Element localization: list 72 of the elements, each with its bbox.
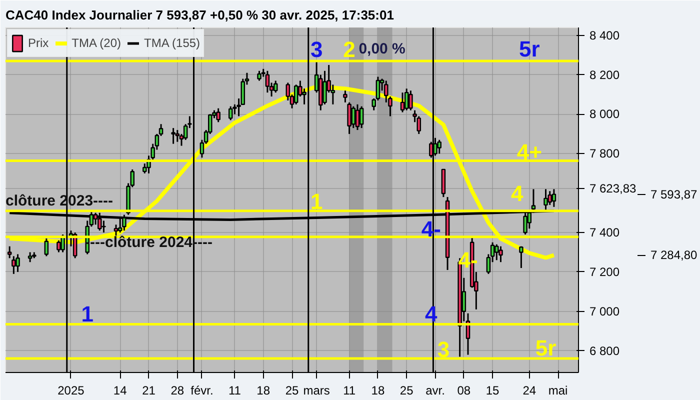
chart-title: CAC40 Index Journalier 7 593,87 +0,50 % 30 avr. 2025, 17:35:01	[6, 8, 394, 22]
x-tick-label: 18	[371, 384, 385, 398]
candlestick	[175, 129, 180, 143]
candlestick	[28, 251, 32, 263]
x-tick-label: 15	[486, 384, 500, 398]
legend-label: TMA (155)	[144, 36, 200, 50]
y-tick-label: 7 000	[590, 304, 620, 318]
candlestick	[400, 92, 405, 114]
candlestick	[359, 106, 364, 129]
y-tick-label: 6 800	[590, 344, 620, 358]
x-tick-label: 11	[228, 384, 242, 398]
annotation: 1	[310, 188, 323, 214]
candlestick	[494, 244, 499, 261]
x-tick-label: févr.	[190, 384, 214, 398]
annotation: 5r	[535, 335, 557, 360]
x-tick-label: 28	[170, 384, 184, 398]
x-tick-label: 25	[285, 384, 299, 398]
candlestick	[16, 253, 20, 273]
x-tick-label: 14	[113, 384, 128, 398]
candlestick	[347, 102, 352, 135]
candlestick	[552, 188, 556, 208]
annotation: 3	[437, 336, 450, 362]
candlestick	[265, 70, 270, 94]
annotation: 5r	[518, 36, 540, 62]
candlestick	[544, 188, 548, 212]
candlestick	[355, 104, 360, 131]
candlestick	[437, 139, 442, 154]
x-tick-label: 08	[457, 384, 471, 398]
y-tick-label: 8 000	[590, 107, 620, 122]
candlestick	[257, 70, 262, 82]
candlestick	[498, 246, 503, 263]
legend-label: TMA (20)	[72, 36, 122, 50]
y-tick-label: 7 623,83	[590, 181, 637, 196]
x-tick-label: mai	[548, 384, 568, 398]
x-tick-label: 21	[142, 384, 156, 398]
y-tick-label: 7 200	[590, 264, 620, 279]
candlestick	[519, 246, 524, 269]
candlestick	[228, 106, 233, 121]
candlestick	[56, 240, 61, 253]
candlestick	[216, 108, 220, 123]
x-tick-label: 25	[400, 384, 414, 398]
x-tick-label: avr.	[426, 384, 445, 398]
candlestick	[351, 106, 356, 129]
candlestick	[548, 190, 552, 206]
annotation: 1	[81, 301, 94, 326]
candlestick	[7, 246, 12, 259]
annotation: 4+	[516, 140, 542, 165]
x-tick-label: 11	[343, 384, 356, 398]
annotation: 0,00 %	[358, 40, 406, 58]
candlestick	[404, 88, 409, 112]
annotation: 3	[310, 37, 323, 62]
x-tick-label: 24	[522, 384, 536, 398]
y-tick-label: 8 200	[590, 68, 620, 82]
y-tick-label: 7 800	[590, 146, 620, 161]
candlestick	[294, 84, 298, 106]
y2-tick-label: 7 284,80	[650, 248, 698, 262]
candlestick	[44, 238, 49, 257]
legend-label: Prix	[28, 36, 49, 50]
candlestick	[12, 255, 16, 275]
candlestick	[408, 90, 413, 112]
candlestick	[384, 80, 388, 104]
y2-tick-label: 7 593,87	[650, 187, 698, 202]
y-tick-label: 8 400	[590, 28, 620, 42]
x-tick-label: 18	[256, 384, 270, 398]
y-tick-label: 7 400	[590, 226, 620, 240]
candlestick	[171, 127, 176, 145]
candlestick	[273, 80, 278, 94]
annotation: 4	[510, 181, 524, 206]
annotation: 2	[343, 37, 356, 62]
x-tick-label: 2025	[58, 384, 85, 398]
candlestick	[343, 90, 348, 104]
x-tick-label: mars	[303, 384, 330, 398]
